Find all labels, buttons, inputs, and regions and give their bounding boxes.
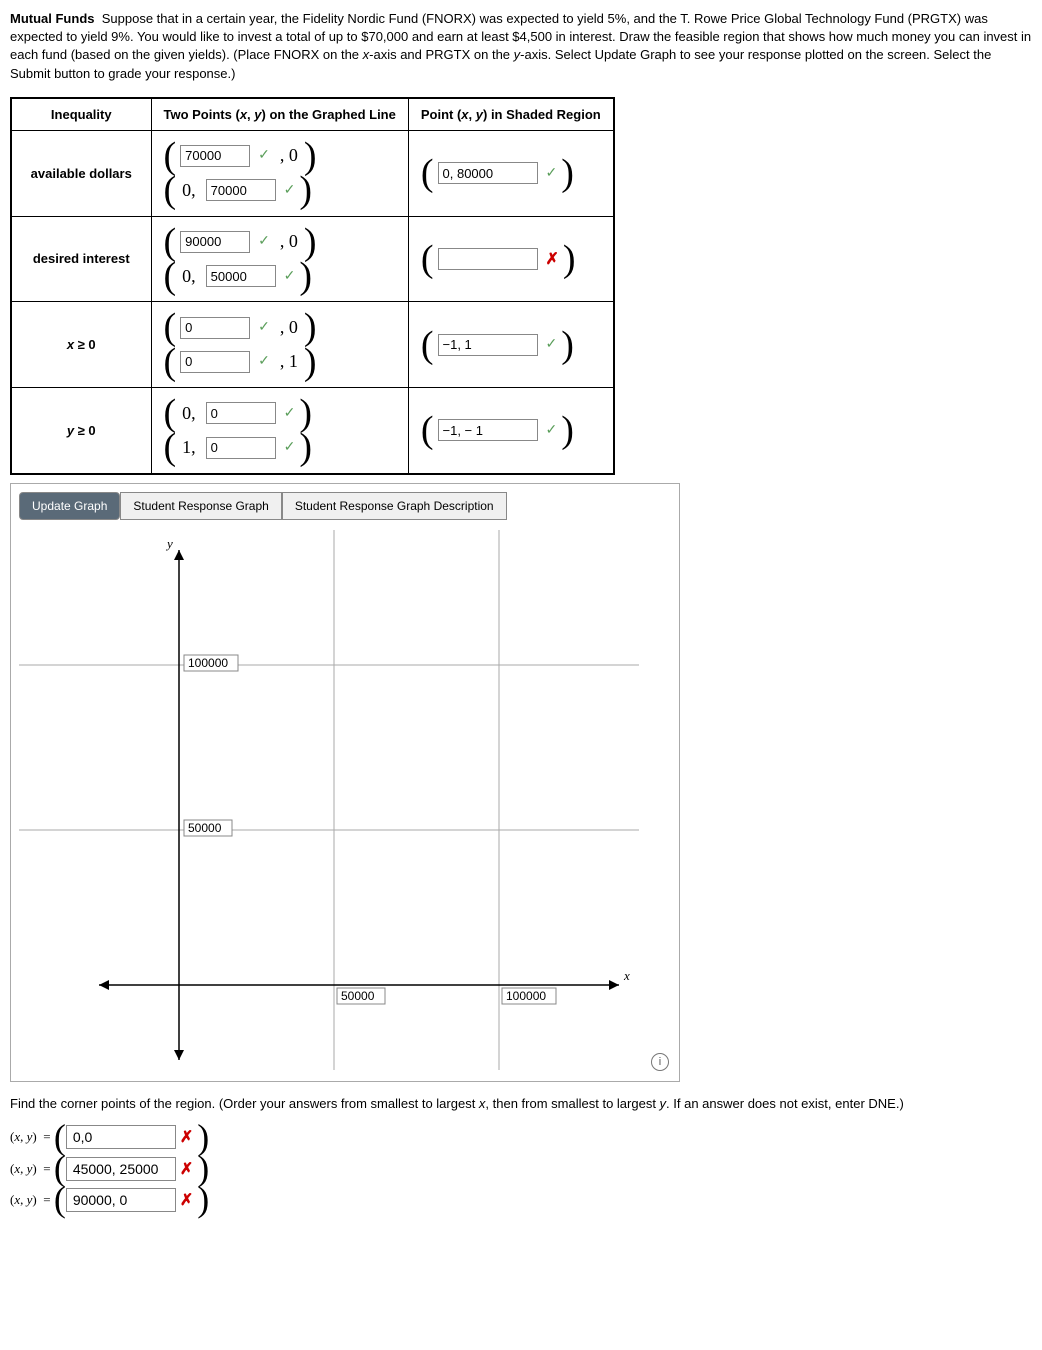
tab-student-response[interactable]: Student Response Graph xyxy=(120,492,281,520)
info-icon[interactable]: i xyxy=(651,1053,669,1071)
input-p2[interactable] xyxy=(206,265,276,287)
check-icon: ✓ xyxy=(258,353,270,370)
corner-prompt: Find the corner points of the region. (O… xyxy=(10,1096,1032,1111)
row-label: x ≥ 0 xyxy=(11,302,151,388)
corner-row: (x, y) = (✗) xyxy=(10,1187,1032,1212)
input-p2[interactable] xyxy=(206,437,276,459)
row-label: available dollars xyxy=(11,130,151,216)
table-row: available dollars (✓, 0) (0, ✓) (✓) xyxy=(11,130,614,216)
x-icon: ✗ xyxy=(180,1190,193,1210)
x-icon: ✗ xyxy=(180,1159,193,1179)
input-p1a[interactable] xyxy=(180,317,250,339)
input-p1a[interactable] xyxy=(206,402,276,424)
input-p2[interactable] xyxy=(180,351,250,373)
problem-statement: Mutual Funds Suppose that in a certain y… xyxy=(10,10,1032,83)
svg-text:50000: 50000 xyxy=(188,821,222,835)
svg-text:100000: 100000 xyxy=(188,656,228,670)
corner-input[interactable] xyxy=(66,1188,176,1212)
check-icon: ✓ xyxy=(546,422,558,439)
check-icon: ✓ xyxy=(546,165,558,182)
svg-text:50000: 50000 xyxy=(341,989,375,1003)
corner-input[interactable] xyxy=(66,1125,176,1149)
input-p1a[interactable] xyxy=(180,145,250,167)
input-shade[interactable] xyxy=(438,334,538,356)
check-icon: ✓ xyxy=(258,147,270,164)
graph-panel: Update Graph Student Response Graph Stud… xyxy=(10,483,680,1082)
table-row: y ≥ 0 (0, ✓) (1, ✓) (✓) xyxy=(11,388,614,474)
col-header-twopoints: Two Points (x, y) on the Graphed Line xyxy=(151,98,408,131)
y-axis-label: y xyxy=(165,536,173,551)
col-header-shaded: Point (x, y) in Shaded Region xyxy=(408,98,613,131)
input-p2[interactable] xyxy=(206,179,276,201)
table-row: desired interest (✓, 0) (0, ✓) (✗) xyxy=(11,216,614,302)
corner-input[interactable] xyxy=(66,1157,176,1181)
check-icon: ✓ xyxy=(546,336,558,353)
problem-title: Mutual Funds xyxy=(10,11,95,26)
corner-row: (x, y) = (✗) xyxy=(10,1125,1032,1150)
tab-student-response-desc[interactable]: Student Response Graph Description xyxy=(282,492,507,520)
check-icon: ✓ xyxy=(258,233,270,250)
inequality-table: Inequality Two Points (x, y) on the Grap… xyxy=(10,97,615,475)
check-icon: ✓ xyxy=(284,405,296,422)
x-icon: ✗ xyxy=(546,249,559,269)
input-shade[interactable] xyxy=(438,248,538,270)
check-icon: ✓ xyxy=(284,439,296,456)
x-icon: ✗ xyxy=(180,1127,193,1147)
x-axis-label: x xyxy=(623,968,630,983)
col-header-inequality: Inequality xyxy=(11,98,151,131)
update-graph-button[interactable]: Update Graph xyxy=(19,492,120,520)
check-icon: ✓ xyxy=(258,319,270,336)
check-icon: ✓ xyxy=(284,182,296,199)
corner-row: (x, y) = (✗) xyxy=(10,1156,1032,1181)
check-icon: ✓ xyxy=(284,268,296,285)
row-label: y ≥ 0 xyxy=(11,388,151,474)
graph-canvas: x y 50000 100000 50000 100000 xyxy=(19,530,639,1070)
row-label: desired interest xyxy=(11,216,151,302)
svg-text:100000: 100000 xyxy=(506,989,546,1003)
input-p1a[interactable] xyxy=(180,231,250,253)
table-row: x ≥ 0 (✓, 0) (✓, 1) (✓) xyxy=(11,302,614,388)
input-shade[interactable] xyxy=(438,419,538,441)
input-shade[interactable] xyxy=(438,162,538,184)
